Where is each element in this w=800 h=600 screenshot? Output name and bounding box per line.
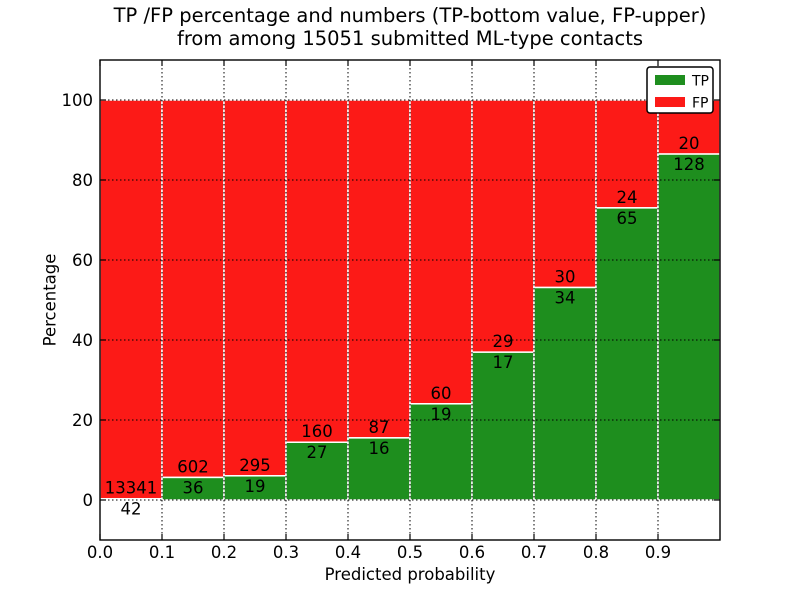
y-tick-label: 0 <box>83 491 94 510</box>
legend-swatch-fp <box>655 97 685 107</box>
fp-count-label: 602 <box>177 457 209 476</box>
x-tick-label: 0.6 <box>459 543 485 562</box>
fp-count-label: 29 <box>493 332 514 351</box>
x-tick-label: 0.0 <box>87 543 113 562</box>
chart-title-line2: from among 15051 submitted ML-type conta… <box>176 26 644 50</box>
bar-fp-7 <box>533 99 597 289</box>
x-tick-label: 0.3 <box>273 543 299 562</box>
y-axis-label: Percentage <box>40 253 60 347</box>
tp-count-label: 16 <box>369 439 390 458</box>
tp-count-label: 19 <box>245 477 266 496</box>
chart-title: TP /FP percentage and numbers (TP-bottom… <box>100 4 720 50</box>
bar-fp-2 <box>223 99 287 477</box>
y-tick-label: 40 <box>72 331 93 350</box>
bar-tp-6 <box>471 351 535 501</box>
legend-label-fp: FP <box>692 96 709 112</box>
tp-count-label: 128 <box>673 155 705 174</box>
fp-count-label: 24 <box>617 188 638 207</box>
x-tick-label: 0.2 <box>211 543 237 562</box>
fp-count-label: 295 <box>239 456 271 475</box>
chart-title-line1: TP /FP percentage and numbers (TP-bottom… <box>113 4 707 27</box>
bar-tp-2 <box>223 475 287 501</box>
bar-fp-4 <box>347 99 411 439</box>
x-tick-label: 0.7 <box>521 543 547 562</box>
x-tick-label: 0.5 <box>397 543 423 562</box>
bar-fp-3 <box>285 99 349 443</box>
fp-count-label: 87 <box>369 418 390 437</box>
bar-tp-8 <box>595 207 659 501</box>
bar-tp-9 <box>657 153 721 501</box>
x-tick-label: 0.4 <box>335 543 361 562</box>
tp-count-label: 65 <box>617 209 638 228</box>
fp-count-label: 13341 <box>105 479 158 498</box>
fp-count-label: 60 <box>431 384 452 403</box>
bar-tp-7 <box>533 286 597 501</box>
y-tick-label: 20 <box>72 411 93 430</box>
y-tick-label: 80 <box>72 171 93 190</box>
y-tick-label: 100 <box>62 91 94 110</box>
tp-count-label: 27 <box>307 443 328 462</box>
bar-fp-1 <box>161 99 225 479</box>
tp-count-label: 42 <box>121 500 142 519</box>
bar-fp-6 <box>471 99 535 353</box>
legend-label-tp: TP <box>691 74 709 90</box>
tp-count-label: 17 <box>493 353 514 372</box>
x-axis-label: Predicted probability <box>324 565 496 584</box>
fp-count-label: 20 <box>679 134 700 153</box>
tp-count-label: 34 <box>555 289 576 308</box>
legend-swatch-tp <box>655 75 685 85</box>
tp-count-label: 19 <box>431 405 452 424</box>
y-tick-label: 60 <box>72 251 93 270</box>
x-tick-label: 0.1 <box>149 543 175 562</box>
x-tick-label: 0.8 <box>583 543 609 562</box>
x-tick-label: 0.9 <box>645 543 671 562</box>
fp-count-label: 160 <box>301 422 333 441</box>
bar-fp-5 <box>409 99 473 405</box>
fp-count-label: 30 <box>555 268 576 287</box>
bar-fp-0 <box>99 99 163 500</box>
tp-count-label: 36 <box>183 478 204 497</box>
